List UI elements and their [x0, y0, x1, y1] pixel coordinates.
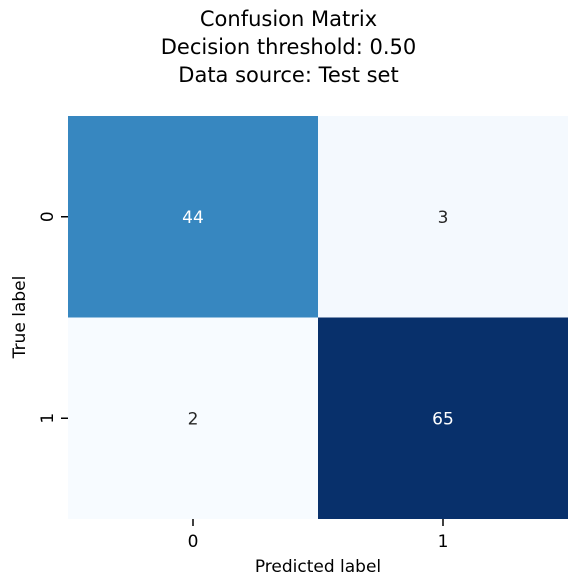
- title-line-3: Data source: Test set: [178, 63, 398, 87]
- heatmap-cell-0-0: [68, 116, 318, 318]
- heatmap-cell-labels: 44 3 2 65: [182, 208, 454, 430]
- heatmap-cells: [68, 116, 568, 519]
- x-tick-label-1: 1: [438, 532, 449, 552]
- y-axis-ticks: 01: [38, 211, 68, 424]
- title-line-2: Decision threshold: 0.50: [161, 35, 417, 59]
- y-tick-label-0: 0: [38, 211, 58, 222]
- heatmap-cell-0-1: [318, 116, 568, 318]
- cell-value-0-0: 44: [182, 208, 204, 228]
- x-axis-label: Predicted label: [255, 557, 381, 577]
- y-axis-label: True label: [10, 276, 30, 360]
- cell-value-0-1: 3: [438, 208, 449, 228]
- heatmap-cell-1-0: [68, 317, 318, 519]
- cell-value-1-1: 65: [432, 409, 454, 429]
- y-tick-label-1: 1: [38, 413, 58, 424]
- title-line-1: Confusion Matrix: [200, 7, 377, 31]
- cell-value-1-0: 2: [188, 409, 199, 429]
- x-tick-label-0: 0: [188, 532, 199, 552]
- chart-title: Confusion Matrix Decision threshold: 0.5…: [161, 7, 417, 87]
- heatmap-cell-1-1: [318, 317, 568, 519]
